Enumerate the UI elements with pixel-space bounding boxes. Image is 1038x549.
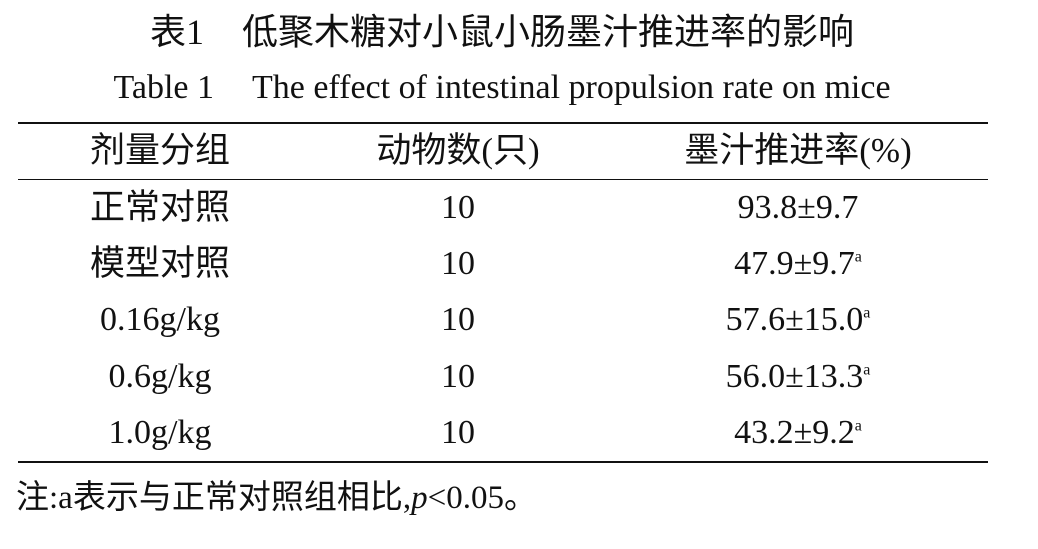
footnote-text: 注:a表示与正常对照组相比, [16,480,412,516]
cell-rate: 43.2±9.2a [678,413,918,453]
table-title-en-text: The effect of intestinal propulsion rate… [251,69,891,106]
cell-rate: 47.9±9.7a [678,244,918,284]
rate-value: 93.8±9.7 [737,189,859,226]
table-title-chinese: 表1 低聚木糖对小鼠小肠墨汁推进率的影响 [0,10,1004,54]
table-title-english: Table 1 The effect of intestinal propulsi… [0,66,1004,110]
cell-group: 正常对照 [89,188,230,227]
footnote-threshold: <0.05。 [427,480,537,516]
cell-count: 10 [441,301,475,338]
table-number-en: Table 1 [113,69,214,106]
cell-rate: 57.6±15.0a [678,300,918,340]
cell-group: 0.16g/kg [100,301,220,338]
rate-value: 56.0±13.3 [725,358,864,395]
cell-count: 10 [441,358,475,395]
header-animal-count: 动物数(只) [376,131,540,170]
table-number-cn: 表1 [149,12,204,52]
cell-count: 10 [441,245,475,282]
rate-value: 47.9±9.7 [734,245,855,282]
significance-mark: a [854,417,862,435]
table-title-cn-text: 低聚木糖对小鼠小肠墨汁推进率的影响 [242,12,855,52]
cell-rate: 93.8±9.7 [678,188,918,228]
table-header-rule [18,179,988,180]
table-footnote: 注:a表示与正常对照组相比,p<0.05。 [16,477,537,519]
cell-rate: 56.0±13.3a [678,357,918,397]
header-propulsion-rate: 墨汁推进率(%) [684,131,912,170]
significance-mark: a [854,248,862,266]
cell-group: 模型对照 [89,244,230,283]
rate-value: 57.6±15.0 [725,301,864,338]
rate-value: 43.2±9.2 [734,414,855,451]
cell-group: 0.6g/kg [108,358,212,395]
cell-count: 10 [441,414,475,451]
table-top-rule [18,122,988,124]
significance-mark: a [863,361,871,379]
header-dose-group: 剂量分组 [89,131,230,170]
footnote-p-symbol: p [411,480,428,516]
table-bottom-rule [18,461,988,463]
cell-count: 10 [441,189,475,226]
significance-mark: a [863,304,871,322]
cell-group: 1.0g/kg [108,414,212,451]
